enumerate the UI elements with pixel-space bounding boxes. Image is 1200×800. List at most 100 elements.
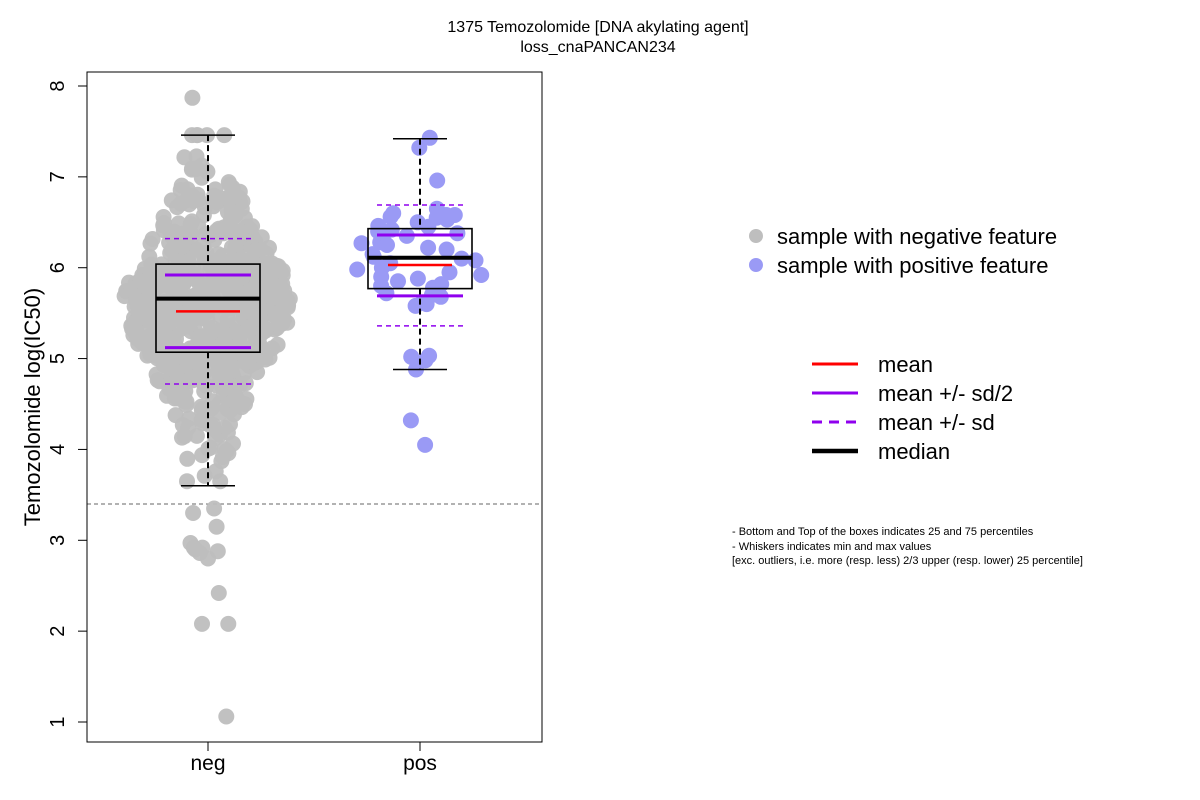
data-point-neg [266, 261, 283, 278]
data-point-neg [237, 354, 254, 371]
data-point-neg [200, 550, 216, 567]
data-point-neg [233, 269, 250, 286]
data-point-neg [224, 251, 241, 268]
data-point-neg [179, 450, 196, 467]
data-point-neg [185, 505, 202, 521]
legend-point-marker [749, 229, 763, 243]
data-point-neg [205, 198, 222, 215]
data-point-pos [417, 436, 434, 453]
data-point-neg [210, 585, 227, 601]
data-point-neg [228, 390, 245, 407]
data-point-neg [206, 500, 223, 517]
data-point-pos [420, 218, 437, 235]
data-point-neg [188, 160, 205, 177]
data-point-neg [155, 357, 172, 373]
note-percentiles: - Bottom and Top of the boxes indicates … [732, 526, 1034, 538]
data-point-neg [228, 233, 245, 250]
data-point-neg [206, 421, 223, 438]
data-point-neg [232, 377, 248, 394]
data-point-neg [273, 288, 289, 305]
data-point-neg [225, 435, 241, 452]
data-point-neg [124, 320, 141, 337]
note-outliers: [exc. outliers, i.e. more (resp. less) 2… [732, 555, 1083, 567]
legend-line-label: median [878, 439, 950, 464]
data-point-neg [155, 209, 172, 225]
data-point-pos [467, 252, 484, 269]
data-point-neg [134, 334, 151, 351]
data-point-pos [438, 241, 455, 258]
data-point-neg [160, 315, 177, 332]
data-point-neg [179, 473, 195, 490]
data-point-pos [407, 297, 424, 314]
data-point-pos [409, 270, 426, 287]
data-point-neg [172, 182, 189, 198]
legend-point-label: sample with negative feature [777, 224, 1057, 249]
y-tick-label: 2 [47, 626, 69, 637]
data-point-neg [176, 149, 193, 166]
data-point-neg [168, 237, 185, 254]
data-point-neg [186, 270, 203, 287]
data-point-pos [449, 225, 466, 242]
chart-title: 1375 Temozolomide [DNA akylating agent] [447, 19, 749, 36]
data-point-neg [142, 235, 159, 252]
data-point-neg [244, 218, 261, 235]
data-point-pos [439, 211, 456, 228]
data-point-pos [349, 261, 366, 278]
data-point-neg [141, 271, 158, 288]
data-point-pos [441, 264, 458, 281]
data-point-neg [174, 429, 190, 446]
x-tick-label: neg [190, 752, 225, 775]
data-point-neg [257, 322, 274, 339]
legend-line-label: mean +/- sd/2 [878, 381, 1013, 406]
data-point-neg [269, 336, 286, 353]
legend-point-marker [749, 258, 763, 272]
data-point-pos [411, 139, 428, 156]
data-point-neg [194, 415, 211, 432]
data-point-neg [218, 708, 235, 725]
data-point-neg [167, 407, 184, 424]
data-point-pos [379, 237, 395, 253]
data-point-pos [429, 172, 446, 189]
data-point-neg [185, 192, 202, 209]
legend-line-label: mean [878, 352, 933, 377]
data-point-pos [382, 208, 399, 225]
data-point-pos [402, 412, 419, 429]
y-tick-label: 8 [47, 80, 69, 91]
data-point-neg [164, 375, 181, 392]
chart-subtitle: loss_cnaPANCAN234 [520, 39, 676, 56]
data-point-neg [216, 380, 233, 397]
note-whiskers: - Whiskers indicates min and max values [732, 541, 932, 553]
data-point-neg [177, 318, 193, 335]
data-point-neg [194, 615, 210, 632]
points-layer [87, 89, 542, 725]
data-point-neg [228, 324, 245, 341]
data-point-neg [223, 203, 240, 220]
data-point-neg [168, 330, 184, 347]
data-point-pos [420, 239, 437, 256]
legend-line-label: mean +/- sd [878, 410, 995, 435]
data-point-pos [353, 235, 370, 252]
data-point-neg [213, 322, 230, 339]
data-point-neg [207, 463, 224, 480]
data-point-pos [378, 285, 395, 302]
data-point-neg [184, 89, 201, 106]
box-neg [155, 263, 261, 354]
legend-layer: sample with negative feature sample with … [749, 224, 1057, 464]
axis-layer: 1 2 3 4 5 6 7 8 Temozolomide log(IC50) neg pos [20, 80, 437, 775]
data-point-neg [185, 539, 202, 556]
data-point-neg [247, 242, 264, 259]
y-tick-label: 3 [47, 535, 69, 546]
data-point-pos [473, 267, 490, 283]
x-tick-label: pos [403, 752, 437, 775]
data-point-neg [156, 294, 173, 311]
box-layer [155, 134, 473, 487]
data-point-neg [190, 346, 206, 363]
data-point-neg [131, 304, 148, 321]
data-point-neg [221, 176, 238, 193]
data-point-neg [154, 264, 171, 281]
data-point-pos [390, 273, 406, 290]
data-point-pos [421, 129, 438, 146]
data-point-neg [249, 364, 266, 381]
legend-point-label: sample with positive feature [777, 253, 1048, 278]
